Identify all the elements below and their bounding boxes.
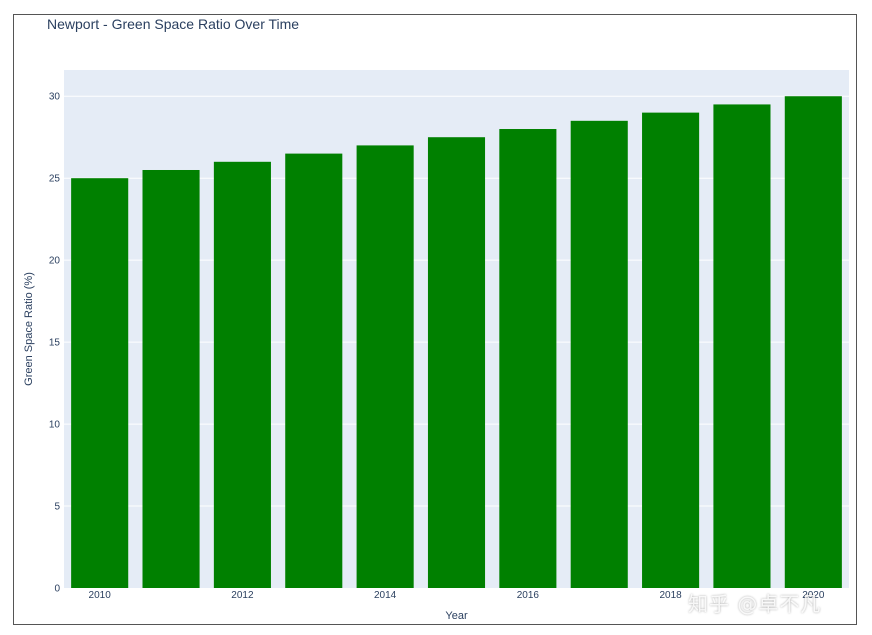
chart-title: Newport - Green Space Ratio Over Time — [47, 16, 300, 32]
bar-2017 — [570, 120, 628, 588]
y-tick-label: 15 — [49, 338, 61, 349]
x-tick-label: 2010 — [89, 590, 112, 601]
x-tick-label: 2014 — [374, 590, 397, 601]
x-tick-label: 2016 — [517, 590, 540, 601]
y-tick-label: 20 — [49, 256, 61, 267]
y-tick-label: 30 — [49, 92, 61, 103]
x-tick-labels: 2010 2012 2014 2016 2018 2020 — [89, 590, 825, 601]
bar-2018 — [642, 112, 700, 589]
x-tick-label: 2018 — [659, 590, 682, 601]
bar-2013 — [285, 153, 343, 589]
bar-2019 — [713, 104, 771, 589]
bar-2015 — [427, 137, 486, 588]
bar-2016 — [499, 129, 557, 588]
bar-2011 — [142, 169, 200, 589]
x-tick-label: 2012 — [231, 590, 254, 601]
x-tick-label: 2020 — [802, 590, 825, 601]
bar-2020 — [784, 96, 842, 589]
watermark: 知乎 @卓不凡 — [688, 592, 822, 616]
bar-2010 — [71, 178, 129, 588]
y-tick-labels: 0 5 10 15 20 25 30 — [49, 92, 61, 595]
bars — [71, 96, 842, 589]
y-tick-label: 10 — [49, 420, 61, 431]
y-tick-label: 25 — [49, 174, 61, 185]
y-axis-title: Green Space Ratio (%) — [23, 272, 35, 386]
x-axis-title: Year — [445, 610, 468, 622]
y-tick-label: 5 — [54, 502, 60, 513]
bar-2014 — [356, 145, 414, 588]
bar-2012 — [213, 161, 271, 588]
y-tick-label: 0 — [54, 584, 60, 595]
